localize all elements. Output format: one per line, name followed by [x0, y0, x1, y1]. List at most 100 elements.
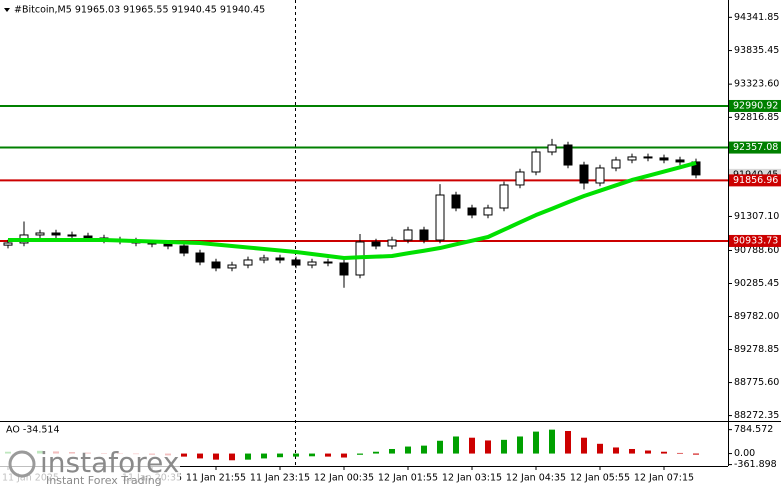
ao-bar	[517, 436, 523, 454]
candle-body	[435, 194, 445, 241]
ao-bar	[453, 436, 459, 454]
y-tick-label: 89278.85	[734, 344, 779, 355]
ao-bar	[181, 453, 187, 457]
indicator-title: AO -34.514	[6, 425, 60, 436]
ao-bar	[645, 450, 651, 454]
level-label: 91856.96	[729, 174, 781, 187]
candle-body	[3, 242, 13, 246]
ao-bar	[437, 440, 443, 454]
ao-bar	[565, 430, 571, 454]
ao-bar	[693, 453, 699, 455]
watermark-logo	[8, 450, 36, 478]
candle-body	[211, 261, 221, 269]
x-tick-label: 12 Jan 03:15	[442, 473, 502, 484]
level-label-text: 92357.08	[733, 142, 778, 153]
ao-bar	[197, 453, 203, 459]
level-label-box	[729, 234, 781, 247]
candle-body	[643, 156, 653, 159]
y-tick-label: 91307.10	[734, 211, 779, 222]
level-label: 90933.73	[729, 234, 781, 247]
candle-body	[323, 261, 333, 264]
candle-body	[451, 194, 461, 209]
y-tick-label: 784.572	[734, 424, 773, 435]
candle-body	[467, 207, 477, 216]
candle-body	[611, 159, 621, 169]
candle-body	[291, 259, 301, 266]
ao-bar	[581, 437, 587, 454]
ao-bar	[405, 446, 411, 454]
y-tick-label: 90285.45	[734, 278, 779, 289]
watermark-bg	[0, 444, 180, 489]
candle-body	[275, 257, 285, 261]
ao-bar	[485, 440, 491, 454]
ao-bar	[309, 453, 315, 457]
level-label-box	[729, 141, 781, 154]
candle-body	[515, 171, 525, 186]
level-label-text: 91856.96	[733, 175, 778, 186]
ao-bar	[229, 453, 235, 461]
candle-body	[259, 257, 269, 261]
ao-bar	[357, 453, 363, 455]
candle-body	[675, 159, 685, 163]
ao-bar	[629, 448, 635, 454]
level-label: 92357.08	[729, 141, 781, 154]
y-tick-label: 93323.60	[734, 79, 779, 90]
ao-bar	[261, 453, 267, 459]
ao-bar	[549, 429, 555, 454]
candle-body	[531, 151, 541, 173]
candle-body	[483, 207, 493, 216]
candle-body	[195, 252, 205, 263]
level-label-text: 90933.73	[733, 235, 778, 246]
y-tick-label: 0.00	[734, 448, 755, 459]
ao-bar	[533, 431, 539, 454]
candle-body	[659, 157, 669, 161]
candle-body	[403, 229, 413, 241]
candle-body	[67, 234, 77, 237]
ao-bar	[661, 451, 667, 454]
candle-body	[227, 264, 237, 269]
x-tick-label: 12 Jan 04:35	[506, 473, 566, 484]
candle-body	[595, 167, 605, 184]
x-tick-label: 12 Jan 07:15	[634, 473, 694, 484]
candle-body	[627, 156, 637, 161]
candle-body	[419, 229, 429, 241]
candle-body	[339, 262, 349, 276]
ao-bar	[677, 452, 683, 454]
level-label-box	[729, 174, 781, 187]
ao-bar	[373, 451, 379, 454]
x-tick-label: 12 Jan 01:55	[378, 473, 438, 484]
watermark-tagline: Instant Forex Trading	[46, 474, 162, 487]
watermark: instaforex Instant Forex Trading	[0, 444, 180, 489]
ao-bar	[245, 453, 251, 460]
x-tick-label: 12 Jan 05:55	[570, 473, 630, 484]
level-label: 92990.92	[729, 99, 781, 112]
ao-bar	[293, 453, 299, 457]
watermark-brand: instaforex	[40, 446, 179, 479]
candle-body	[179, 245, 189, 254]
ao-bar	[421, 445, 427, 454]
y-tick-label: 88272.35	[734, 410, 779, 421]
ao-bar	[469, 437, 475, 454]
candle-body	[547, 144, 557, 153]
candle-body	[691, 161, 701, 176]
y-tick-label: 90788.60	[734, 245, 779, 256]
chart-title: #Bitcoin,M5 91965.03 91965.55 91940.45 9…	[14, 5, 265, 16]
ao-bar	[325, 453, 331, 457]
ao-bar	[213, 453, 219, 460]
candle-body	[371, 241, 381, 247]
candle-body	[387, 239, 397, 247]
moving-average	[8, 161, 697, 260]
candle-body	[51, 232, 61, 236]
y-tick-label: -361.898	[734, 459, 777, 470]
y-tick-label: 89782.00	[734, 311, 779, 322]
y-tick-label: 93835.45	[734, 45, 779, 56]
level-label-text: 92990.92	[733, 100, 778, 111]
candle-body	[307, 261, 317, 266]
ao-bar	[277, 453, 283, 458]
menu-arrow	[4, 8, 10, 12]
y-tick-label: 88775.60	[734, 377, 779, 388]
candle-body	[243, 259, 253, 266]
ao-bar	[341, 453, 347, 458]
candle-body	[579, 164, 589, 184]
